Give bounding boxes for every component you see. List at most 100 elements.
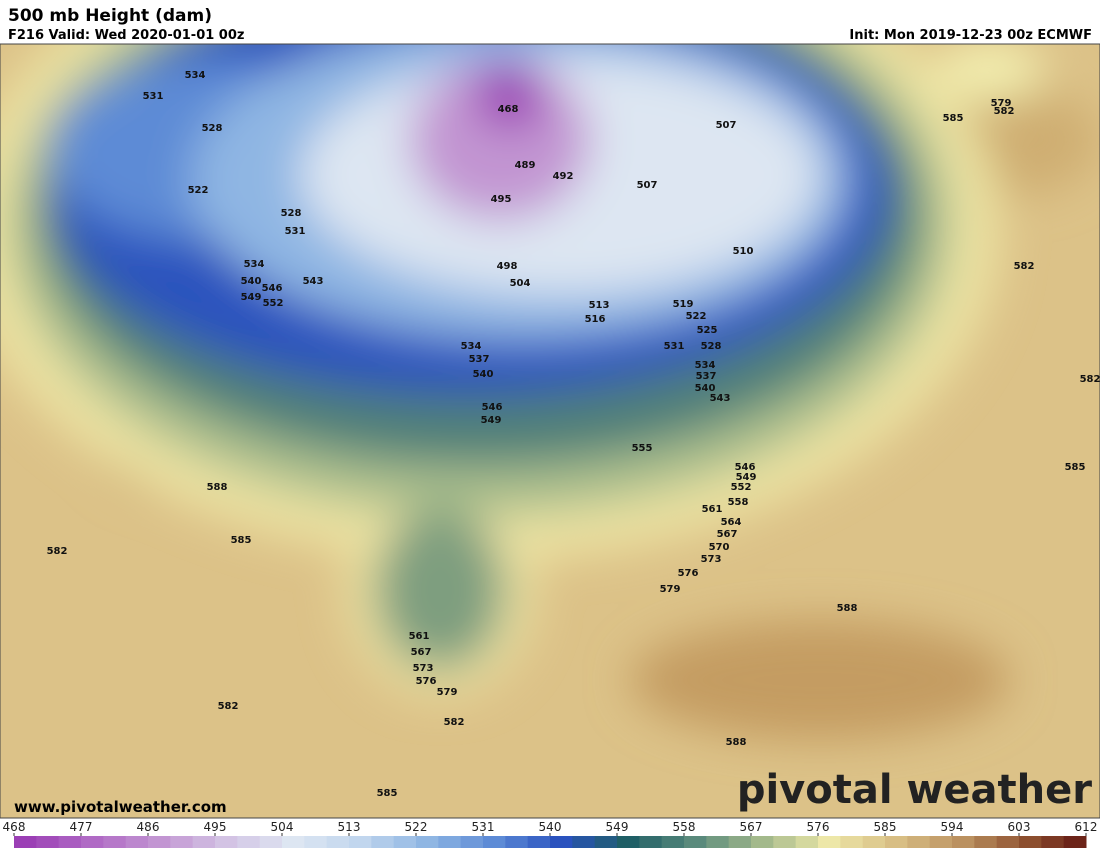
contour-label: 549 xyxy=(481,415,502,426)
colorbar: 468 477 486 495 504 513 522 531 540 549 558 567 576 5… xyxy=(3,820,1098,848)
colorbar-swatch xyxy=(416,836,439,848)
contour-label: 588 xyxy=(837,603,858,614)
colorbar-swatch xyxy=(661,836,685,848)
contour-label: 585 xyxy=(1065,462,1086,473)
colorbar-swatch xyxy=(326,836,350,848)
contour-label: 504 xyxy=(510,278,531,289)
contour-label: 507 xyxy=(637,180,658,191)
contour-label: 489 xyxy=(515,160,536,171)
contour-label: 528 xyxy=(701,341,722,352)
colorbar-swatch xyxy=(907,836,931,848)
contour-label: 540 xyxy=(473,369,494,380)
contour-label: 552 xyxy=(263,298,284,309)
colorbar-tick-label: 594 xyxy=(941,820,964,834)
contour-label: 549 xyxy=(241,292,262,303)
init-time: Init: Mon 2019-12-23 00z ECMWF xyxy=(849,28,1092,43)
colorbar-tick-label: 531 xyxy=(472,820,495,834)
colorbar-tick-label: 549 xyxy=(606,820,629,834)
colorbar-swatch xyxy=(929,836,953,848)
contour-label: 582 xyxy=(218,701,239,712)
colorbar-swatch xyxy=(349,836,372,848)
contour-label: 576 xyxy=(416,676,437,687)
colorbar-swatch xyxy=(974,836,998,848)
contour-label: 585 xyxy=(231,535,252,546)
colorbar-tick-label: 468 xyxy=(3,820,26,834)
colorbar-swatch xyxy=(751,836,774,848)
contour-label: 555 xyxy=(632,443,653,454)
colorbar-swatch xyxy=(1019,836,1042,848)
title: 500 mb Height (dam) xyxy=(8,6,212,26)
contour-labels: 5345315285225285315345405465495525434684… xyxy=(47,70,1100,799)
contour-label: 582 xyxy=(1014,261,1035,272)
contour-label: 534 xyxy=(244,259,265,270)
colorbar-swatch xyxy=(952,836,975,848)
contour-label: 564 xyxy=(721,517,742,528)
contour-label: 570 xyxy=(709,542,730,553)
contour-label: 582 xyxy=(47,546,68,557)
colorbar-tick-label: 612 xyxy=(1075,820,1098,834)
contour-label: 579 xyxy=(991,98,1012,109)
colorbar-swatch xyxy=(885,836,908,848)
contour-label: 540 xyxy=(695,383,716,394)
contour-label: 468 xyxy=(498,104,519,115)
map-frame xyxy=(0,43,1100,819)
colorbar-swatch xyxy=(1063,836,1087,848)
colorbar-swatch xyxy=(393,836,417,848)
contour-label: 588 xyxy=(726,737,747,748)
contour-label: 579 xyxy=(437,687,458,698)
contour-label: 513 xyxy=(589,300,610,311)
contour-label: 516 xyxy=(585,314,606,325)
contour-label: 561 xyxy=(409,631,430,642)
colorbar-swatch xyxy=(483,836,506,848)
contour-label: 588 xyxy=(207,482,228,493)
colorbar-tick-label: 540 xyxy=(539,820,562,834)
contour-label: 534 xyxy=(695,360,716,371)
contour-label: 540 xyxy=(241,276,262,287)
colorbar-swatch xyxy=(460,836,484,848)
colorbar-tick-label: 504 xyxy=(271,820,294,834)
colorbar-swatch xyxy=(14,836,37,848)
contour-label: 585 xyxy=(377,788,398,799)
logo: pivotal weather xyxy=(737,767,1092,813)
colorbar-swatch xyxy=(282,836,305,848)
colorbar-swatch xyxy=(840,836,864,848)
contour-label: 543 xyxy=(303,276,324,287)
contour-label: 531 xyxy=(143,91,164,102)
contour-label: 537 xyxy=(469,354,490,365)
colorbar-swatch xyxy=(192,836,216,848)
colorbar-swatch xyxy=(706,836,730,848)
contour-label: 582 xyxy=(994,106,1015,117)
colorbar-swatch xyxy=(36,836,60,848)
contour-label: 522 xyxy=(188,185,209,196)
colorbar-swatch xyxy=(438,836,462,848)
colorbar-tick-label: 576 xyxy=(807,820,830,834)
colorbar-swatch xyxy=(684,836,707,848)
contour-label: 582 xyxy=(1080,374,1100,385)
contour-label: 582 xyxy=(444,717,465,728)
colorbar-swatch xyxy=(862,836,886,848)
contour-label: 567 xyxy=(411,647,432,658)
contour-label: 546 xyxy=(482,402,503,413)
contour-label: 573 xyxy=(701,554,722,565)
contour-label: 528 xyxy=(202,123,223,134)
contour-label: 528 xyxy=(281,208,302,219)
contour-label: 558 xyxy=(728,497,749,508)
colorbar-swatch xyxy=(1041,836,1065,848)
colorbar-swatch xyxy=(148,836,171,848)
contour-label: 585 xyxy=(943,113,964,124)
colorbar-swatch xyxy=(304,836,328,848)
valid-time: F216 Valid: Wed 2020-01-01 00z xyxy=(8,28,244,43)
colorbar-swatch xyxy=(371,836,395,848)
colorbar-swatch xyxy=(215,836,238,848)
colorbar-tick-label: 522 xyxy=(405,820,428,834)
colorbar-swatch xyxy=(170,836,194,848)
contour-label: 522 xyxy=(686,311,707,322)
colorbar-swatch xyxy=(728,836,752,848)
contour-label: 546 xyxy=(735,462,756,473)
colorbar-tick-label: 495 xyxy=(204,820,227,834)
contour-label: 552 xyxy=(731,482,752,493)
colorbar-tick-label: 486 xyxy=(137,820,160,834)
contour-label: 561 xyxy=(702,504,723,515)
website: www.pivotalweather.com xyxy=(14,798,227,816)
contour-label: 525 xyxy=(697,325,718,336)
